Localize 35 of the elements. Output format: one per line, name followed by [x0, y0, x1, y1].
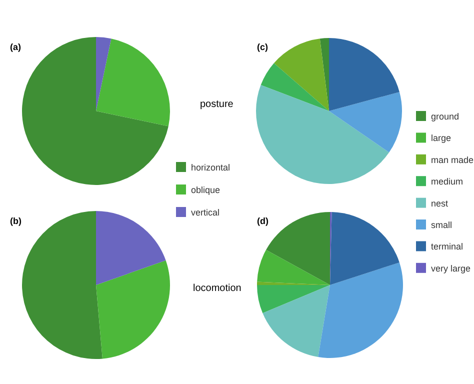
legend-label: vertical — [191, 208, 220, 218]
pie-slice — [22, 37, 168, 185]
legend-label: medium — [431, 176, 464, 187]
legend-label: ground — [431, 112, 460, 122]
text: posture — [200, 99, 234, 110]
legend-label: nest — [431, 198, 449, 208]
legend-label: horizontal — [191, 162, 230, 172]
pie-slice — [262, 285, 330, 358]
pie-slice — [96, 37, 112, 111]
pie-slice — [257, 250, 330, 285]
pie-slice — [257, 285, 330, 314]
pie-slice — [329, 92, 402, 152]
pie-slice — [320, 38, 329, 111]
chart-title: (c) — [257, 42, 268, 52]
pie-slice — [256, 84, 390, 184]
text: locomotion — [193, 283, 242, 294]
text: (b) — [10, 216, 22, 226]
legend-label: very large — [431, 263, 471, 274]
pie-slice — [318, 262, 403, 358]
pie-slice — [96, 38, 170, 126]
chart-title: (d) — [257, 216, 268, 226]
text: (a) — [10, 42, 21, 52]
pie-slice — [330, 212, 400, 285]
pie-slice — [260, 63, 329, 111]
legend-label: man made — [431, 154, 474, 165]
pie-slice — [96, 260, 170, 359]
pie-slice — [96, 211, 166, 285]
legend-label: terminal — [431, 242, 464, 252]
legend-label: oblique — [191, 185, 220, 195]
pie-slice — [22, 211, 102, 359]
pie-slice — [329, 38, 400, 111]
pie-slice — [274, 38, 329, 111]
legend-label: large — [431, 133, 452, 144]
legend-label: small — [431, 220, 452, 230]
pie-slice — [266, 212, 330, 285]
